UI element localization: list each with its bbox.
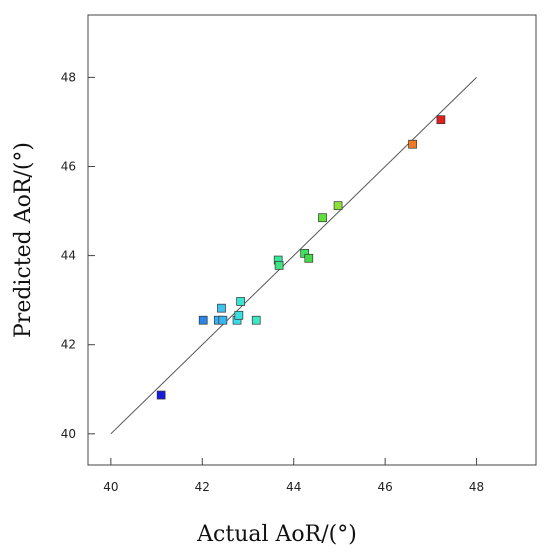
data-point (274, 261, 284, 270)
x-tick-label: 46 (378, 480, 393, 494)
y-tick-label: 42 (61, 338, 76, 352)
x-tick-label: 42 (195, 480, 210, 494)
data-point (234, 310, 244, 320)
y-tick-label: 48 (61, 70, 76, 84)
x-axis-title: Actual AoR/(°) (196, 522, 357, 547)
data-point (304, 253, 314, 263)
data-point (236, 297, 246, 306)
data-point (218, 315, 228, 325)
data-point (318, 213, 327, 223)
x-tick-label: 40 (103, 480, 118, 494)
data-point (198, 315, 208, 325)
data-point (217, 303, 226, 313)
data-point (333, 201, 343, 211)
data-point (156, 390, 166, 400)
data-point (408, 139, 417, 149)
x-tick-label: 48 (469, 480, 484, 494)
plot-frame (87, 14, 537, 466)
y-tick-label: 44 (61, 249, 76, 263)
y-tick-label: 46 (61, 159, 76, 173)
y-axis-ticks: 40 42 44 46 48 (61, 70, 95, 441)
y-tick-label: 40 (61, 427, 76, 441)
data-point (436, 115, 446, 125)
x-axis-ticks: 40 42 44 46 48 (103, 458, 484, 494)
x-tick-label: 44 (286, 480, 301, 494)
data-points (156, 115, 446, 400)
data-point (251, 315, 261, 325)
y-axis-title: Predicted AoR/(°) (11, 142, 36, 338)
reference-line (110, 77, 477, 435)
